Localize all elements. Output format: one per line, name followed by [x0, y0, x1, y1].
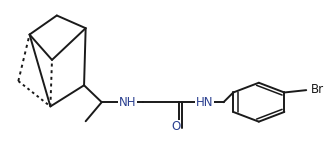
Text: O: O: [171, 120, 181, 133]
Text: NH: NH: [119, 96, 136, 109]
Text: HN: HN: [196, 96, 213, 109]
Text: Br: Br: [311, 83, 324, 96]
